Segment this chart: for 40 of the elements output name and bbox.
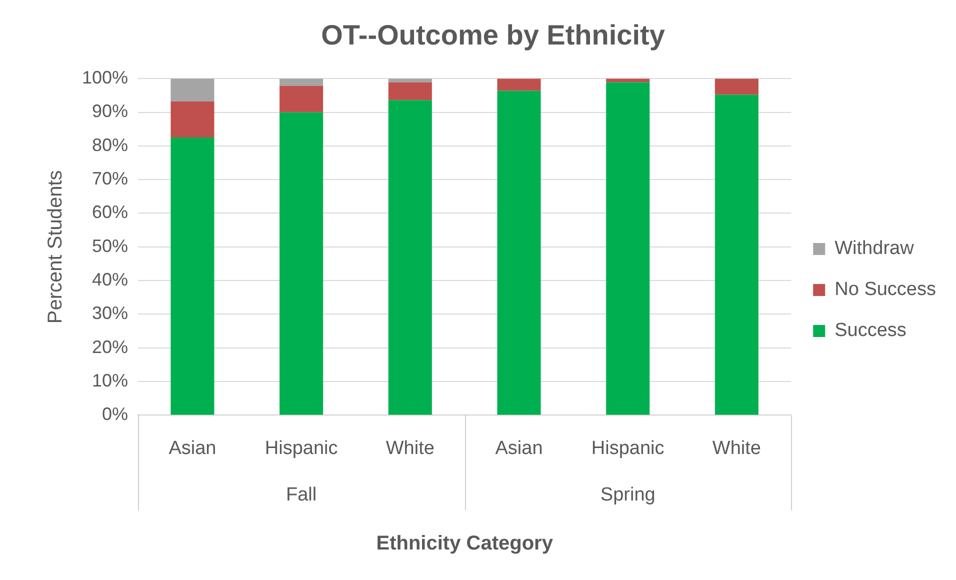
y-tick-label: 50% [92,236,128,256]
bar [170,78,214,102]
x-tick-label: White [712,438,761,459]
bar [497,90,541,415]
y-tick-label: 40% [92,270,128,290]
bar [280,86,324,112]
bar [714,78,758,95]
bar [714,94,758,415]
y-axis-title: Percent Students [44,170,67,324]
legend-label: Success [834,320,906,342]
x-tick-label: White [386,438,434,459]
chart-title: OT--Outcome by Ethnicity [321,20,666,51]
bar [497,78,541,91]
x-tick-label: Hispanic [264,438,338,459]
text: Spring [600,484,656,506]
bar [280,78,324,86]
x-tick-label: Hispanic [591,438,664,459]
y-tick-label: 100% [82,68,128,88]
y-tick-label: 10% [92,370,128,391]
y-tick-label: 30% [92,303,128,324]
y-tick-label: 80% [92,134,128,155]
text: Fall [286,484,317,506]
x-tick-label: Asian [495,438,543,459]
bar [388,78,432,82]
y-tick-label: 70% [92,168,128,189]
x-axis-title: Ethnicity Category [376,532,554,555]
bar [170,101,214,138]
y-tick-label: 20% [92,336,128,357]
bar [606,82,650,415]
legend-label: Withdraw [834,238,914,260]
legend-label: No Success [834,279,936,300]
x-tick-label: Asian [168,438,216,459]
bar [388,82,432,100]
y-tick-label: 60% [92,202,128,222]
bar [280,112,324,415]
y-tick-label: 0% [102,404,128,424]
y-tick-label: 90% [92,101,128,122]
bar [388,100,432,415]
bar [606,78,650,82]
bar [170,138,214,415]
